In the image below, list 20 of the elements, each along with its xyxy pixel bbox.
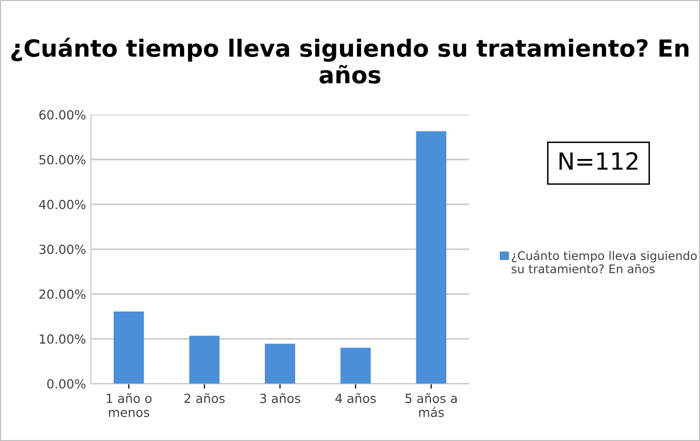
chart-title: ¿Cuánto tiempo lleva siguiendo su tratamiento? En años <box>11 38 688 84</box>
bar <box>340 348 371 384</box>
legend-label: ¿Cuánto tiempo lleva siguiendo su tratamiento? En años <box>512 250 697 274</box>
y-tick-label: 10.00% <box>40 334 86 344</box>
bar <box>114 311 144 384</box>
x-tick-label: 3 años <box>260 393 300 404</box>
y-tick-label: 40.00% <box>39 200 86 210</box>
y-tick-label: 0.00% <box>47 379 86 389</box>
text: N=112 <box>560 152 638 170</box>
x-tick-label: 5 años a más <box>406 393 457 418</box>
y-tick-label: 30.00% <box>39 244 86 254</box>
y-tick-label: 60.00% <box>39 110 86 120</box>
x-tick-label: 4 años <box>335 393 376 404</box>
y-tick-label: 20.00% <box>39 289 86 299</box>
x-tick-label: 2 años <box>184 393 225 404</box>
bar <box>264 344 296 384</box>
bar <box>416 131 446 384</box>
bar <box>189 336 220 384</box>
x-tick-label: 1 año o menos <box>106 393 152 418</box>
y-tick-label: 50.00% <box>39 154 86 164</box>
